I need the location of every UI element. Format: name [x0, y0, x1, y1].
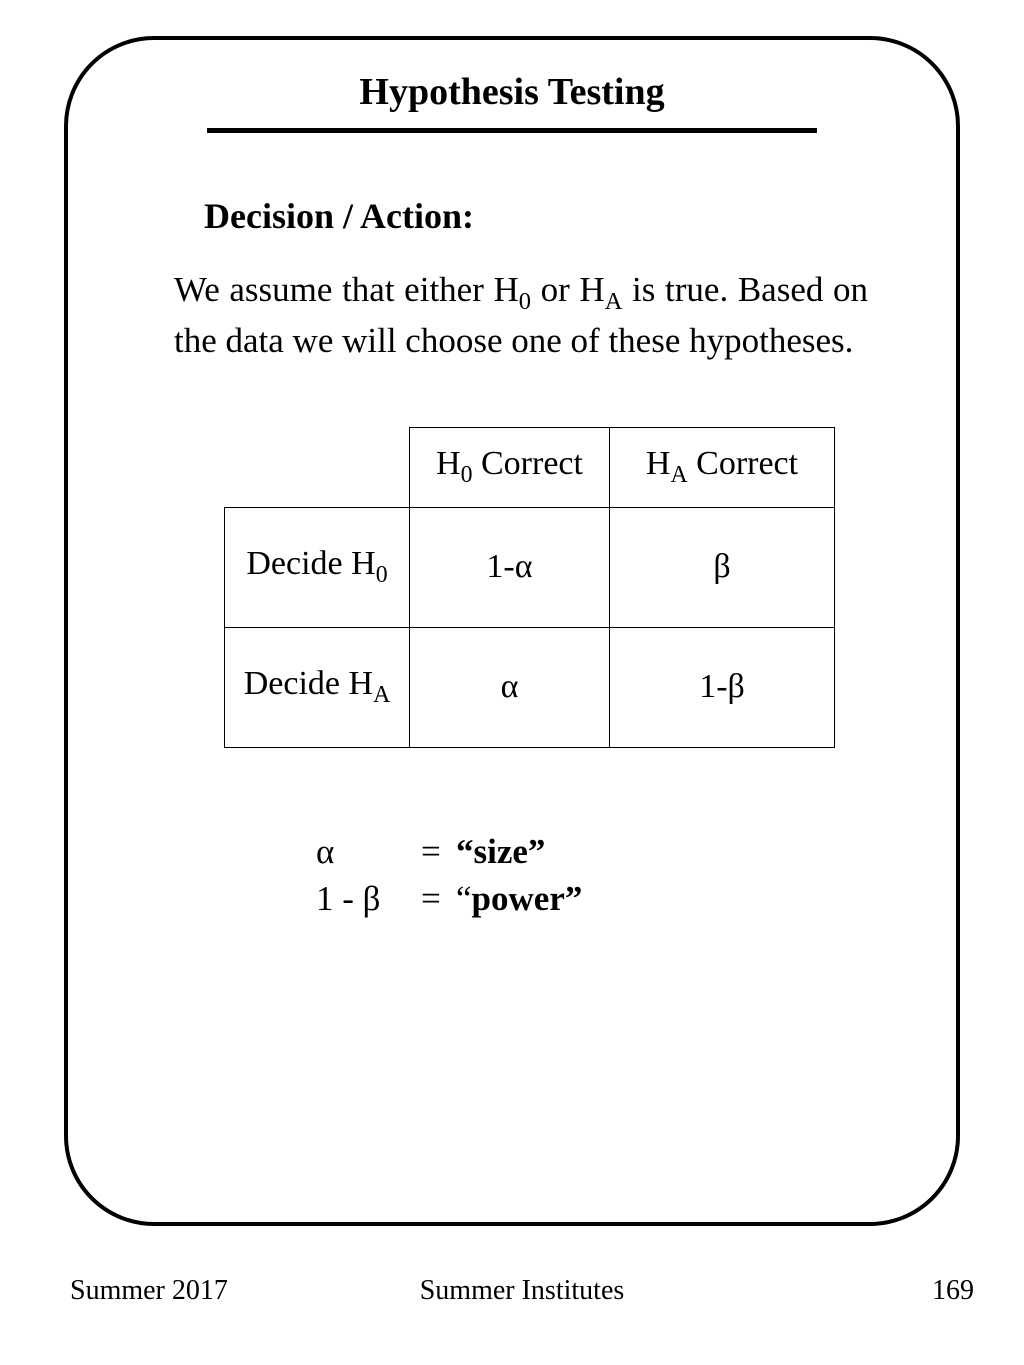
decision-table: H0 Correct HA Correct Decide H0 1-α β De… — [224, 427, 835, 748]
definitions-block: α = “size” 1 - β = “power” — [316, 828, 908, 923]
def2-quote-open: “ — [456, 879, 472, 918]
para-text-2: or H — [531, 270, 605, 309]
title-underline — [207, 128, 817, 133]
row-label-ha: Decide HA — [225, 627, 410, 747]
subscript-0: 0 — [519, 288, 531, 315]
def1-word: size — [474, 832, 528, 871]
row2-sub: A — [373, 682, 390, 708]
slide-frame: Hypothesis Testing Decision / Action: We… — [64, 36, 960, 1226]
cell-1-2: β — [610, 507, 835, 627]
col2-pre: H — [646, 445, 671, 482]
section-heading: Decision / Action: — [204, 195, 908, 237]
definition-size: α = “size” — [316, 828, 908, 875]
col-header-ha: HA Correct — [610, 427, 835, 507]
table-row: Decide H0 1-α β — [225, 507, 835, 627]
def2-equals: = — [421, 875, 456, 922]
col1-sub: 0 — [461, 462, 473, 488]
col-header-h0: H0 Correct — [410, 427, 610, 507]
def1-symbol: α — [316, 828, 421, 875]
para-text-1: We assume that either H — [174, 270, 519, 309]
definition-power: 1 - β = “power” — [316, 875, 908, 922]
def2-quote-close: ” — [565, 879, 583, 918]
subscript-a: A — [605, 288, 623, 315]
slide-title: Hypothesis Testing — [116, 70, 908, 114]
footer-left: Summer 2017 — [70, 1275, 228, 1307]
col1-post: Correct — [473, 445, 583, 482]
col2-post: Correct — [688, 445, 798, 482]
row1-sub: 0 — [376, 562, 388, 588]
def1-quote-close: ” — [528, 832, 546, 871]
def2-word: power — [472, 879, 565, 918]
table-header-row: H0 Correct HA Correct — [225, 427, 835, 507]
table-row: Decide HA α 1-β — [225, 627, 835, 747]
row2-pre: Decide H — [244, 665, 373, 702]
col1-pre: H — [436, 445, 461, 482]
cell-2-2: 1-β — [610, 627, 835, 747]
table-corner-cell — [225, 427, 410, 507]
def2-value: “power” — [456, 875, 582, 922]
def1-equals: = — [421, 828, 456, 875]
col2-sub: A — [670, 462, 687, 488]
row1-pre: Decide H — [246, 545, 375, 582]
page-footer: Summer 2017 Summer Institutes 169 — [70, 1275, 974, 1307]
footer-right: 169 — [932, 1275, 974, 1307]
def2-symbol: 1 - β — [316, 875, 421, 922]
def1-value: “size” — [456, 828, 545, 875]
cell-2-1: α — [410, 627, 610, 747]
def1-quote-open: “ — [456, 832, 474, 871]
body-paragraph: We assume that either H0 or HA is true. … — [174, 267, 868, 365]
cell-1-1: 1-α — [410, 507, 610, 627]
row-label-h0: Decide H0 — [225, 507, 410, 627]
